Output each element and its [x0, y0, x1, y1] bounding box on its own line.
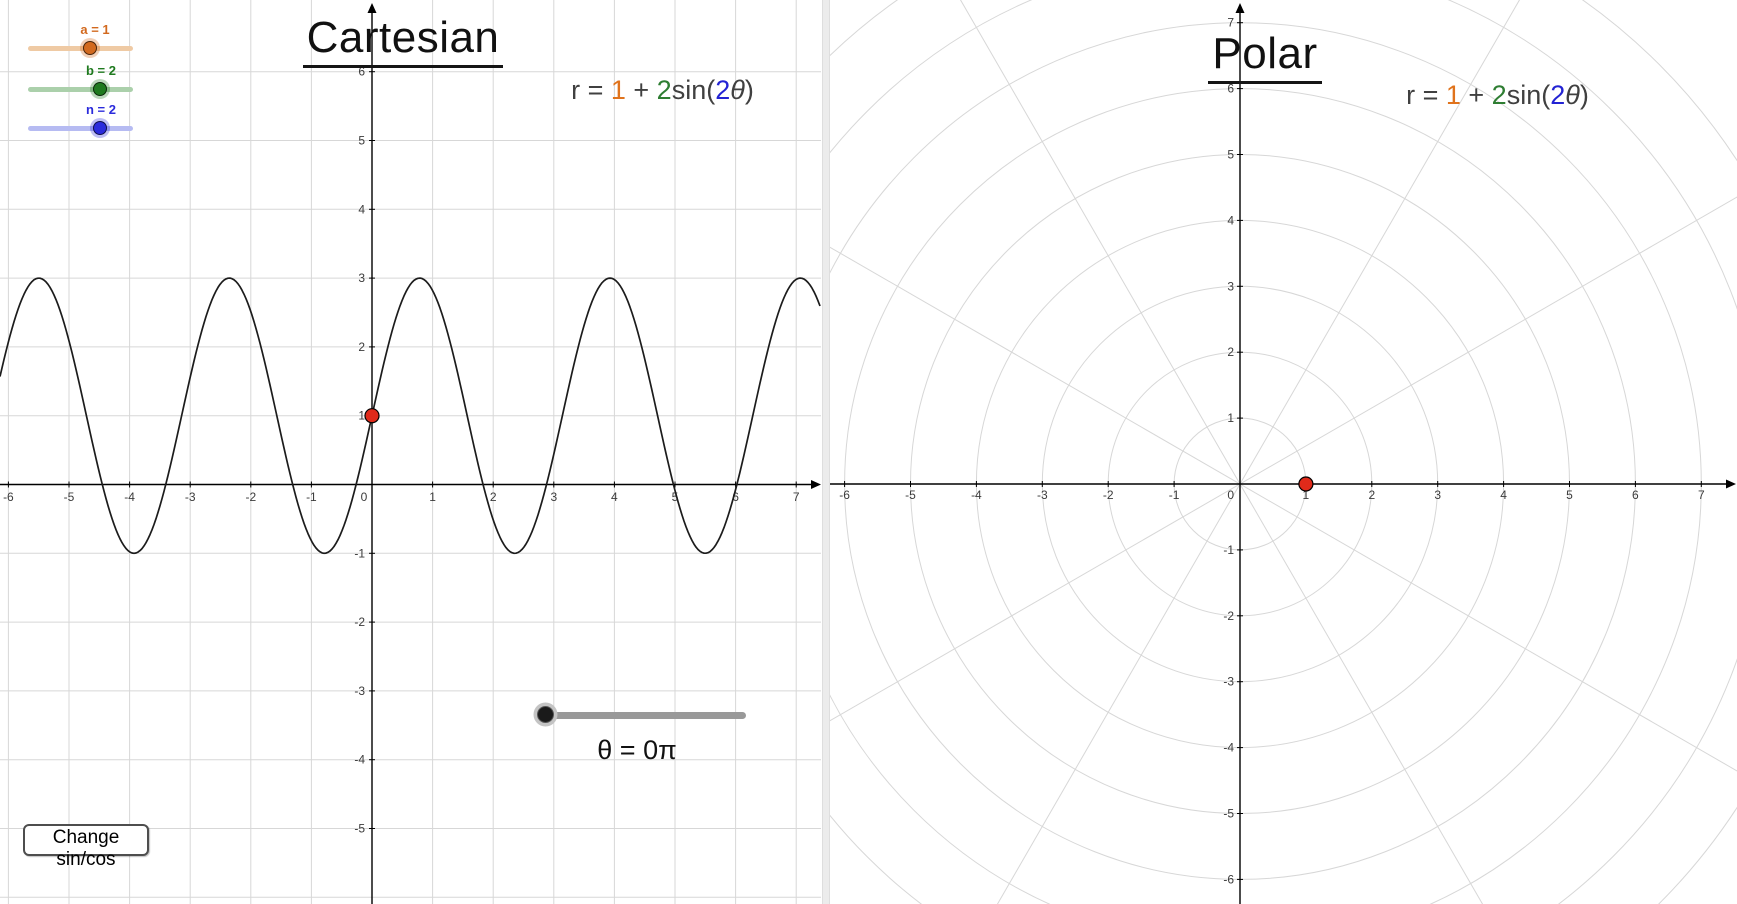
svg-text:-5: -5	[354, 822, 365, 836]
equation-segment: sin(	[671, 75, 716, 105]
svg-text:2: 2	[490, 490, 497, 504]
equation-segment: )	[744, 75, 754, 105]
svg-text:-4: -4	[1223, 741, 1234, 755]
svg-text:3: 3	[1227, 279, 1234, 293]
polar-title-text: Polar	[1208, 29, 1322, 84]
slider-b-knob[interactable]	[93, 82, 107, 96]
svg-text:-3: -3	[1037, 488, 1048, 502]
svg-text:0: 0	[1227, 488, 1234, 502]
svg-text:7: 7	[1227, 16, 1234, 30]
svg-text:-1: -1	[306, 490, 317, 504]
svg-text:-6: -6	[1223, 872, 1234, 886]
svg-text:-4: -4	[354, 753, 365, 767]
svg-text:-5: -5	[905, 488, 916, 502]
polar-title: Polar	[1140, 29, 1390, 84]
theta-slider-track[interactable]	[545, 712, 746, 719]
svg-text:6: 6	[1227, 82, 1234, 96]
svg-text:2: 2	[358, 340, 365, 354]
svg-text:7: 7	[1698, 488, 1705, 502]
svg-text:6: 6	[358, 65, 365, 79]
equation-segment: +	[1460, 80, 1492, 110]
svg-text:-2: -2	[245, 490, 256, 504]
equation-segment: )	[1579, 80, 1589, 110]
svg-text:3: 3	[358, 271, 365, 285]
equation-segment: 1	[610, 75, 626, 105]
equation-segment: 2	[715, 75, 731, 105]
equation-segment: sin(	[1506, 80, 1551, 110]
slider-b-label: b = 2	[86, 63, 116, 78]
svg-text:4: 4	[1227, 213, 1234, 227]
svg-text:-4: -4	[124, 490, 135, 504]
panel-divider[interactable]	[822, 0, 830, 904]
equation-segment: 2	[1550, 80, 1566, 110]
svg-text:5: 5	[672, 490, 679, 504]
slider-b-track[interactable]	[28, 87, 133, 92]
svg-text:2: 2	[1368, 488, 1375, 502]
svg-text:6: 6	[732, 490, 739, 504]
svg-text:4: 4	[611, 490, 618, 504]
svg-text:-5: -5	[64, 490, 75, 504]
change-sin-cos-button[interactable]: Change sin/cos	[23, 824, 149, 870]
svg-text:1: 1	[358, 409, 365, 423]
svg-text:4: 4	[358, 202, 365, 216]
svg-text:-3: -3	[354, 684, 365, 698]
slider-n-knob[interactable]	[93, 121, 107, 135]
svg-text:-3: -3	[185, 490, 196, 504]
equation-segment: 1	[1445, 80, 1461, 110]
svg-text:2: 2	[1227, 345, 1234, 359]
svg-text:5: 5	[1566, 488, 1573, 502]
svg-text:-2: -2	[1223, 609, 1234, 623]
svg-text:-1: -1	[1223, 543, 1234, 557]
polar-point[interactable]	[1298, 476, 1314, 492]
slider-a-knob[interactable]	[83, 41, 97, 55]
svg-text:1: 1	[1303, 488, 1310, 502]
polar-equation: r = 1 + 2sin(2θ)	[1385, 80, 1610, 111]
slider-n-track[interactable]	[28, 126, 133, 131]
equation-segment: 2	[1491, 80, 1507, 110]
slider-n-label: n = 2	[86, 102, 116, 117]
svg-text:-3: -3	[1223, 675, 1234, 689]
svg-text:3: 3	[550, 490, 557, 504]
svg-text:-1: -1	[1169, 488, 1180, 502]
equation-segment: r =	[571, 75, 611, 105]
svg-text:-6: -6	[839, 488, 850, 502]
equation-segment: θ	[1565, 80, 1580, 110]
theta-slider-knob[interactable]	[537, 706, 554, 723]
svg-text:1: 1	[429, 490, 436, 504]
svg-text:-2: -2	[1103, 488, 1114, 502]
cartesian-equation: r = 1 + 2sin(2θ)	[555, 75, 770, 106]
svg-text:-1: -1	[354, 546, 365, 560]
equation-segment: θ	[730, 75, 745, 105]
svg-text:0: 0	[361, 490, 368, 504]
equation-segment: 2	[656, 75, 672, 105]
svg-text:1: 1	[1227, 411, 1234, 425]
svg-text:4: 4	[1500, 488, 1507, 502]
svg-text:-6: -6	[3, 490, 14, 504]
svg-text:7: 7	[793, 490, 800, 504]
svg-text:3: 3	[1434, 488, 1441, 502]
svg-text:-2: -2	[354, 615, 365, 629]
svg-text:-4: -4	[971, 488, 982, 502]
svg-text:-5: -5	[1223, 807, 1234, 821]
equation-segment: r =	[1406, 80, 1446, 110]
svg-text:5: 5	[1227, 148, 1234, 162]
svg-text:5: 5	[358, 134, 365, 148]
cartesian-point[interactable]	[364, 408, 380, 424]
equation-segment: +	[625, 75, 657, 105]
slider-a-track[interactable]	[28, 46, 133, 51]
svg-text:6: 6	[1632, 488, 1639, 502]
slider-a-label: a = 1	[80, 22, 110, 37]
theta-value-label: θ = 0π	[597, 735, 677, 765]
cartesian-title: Cartesian	[278, 13, 528, 68]
cartesian-title-text: Cartesian	[302, 13, 504, 68]
